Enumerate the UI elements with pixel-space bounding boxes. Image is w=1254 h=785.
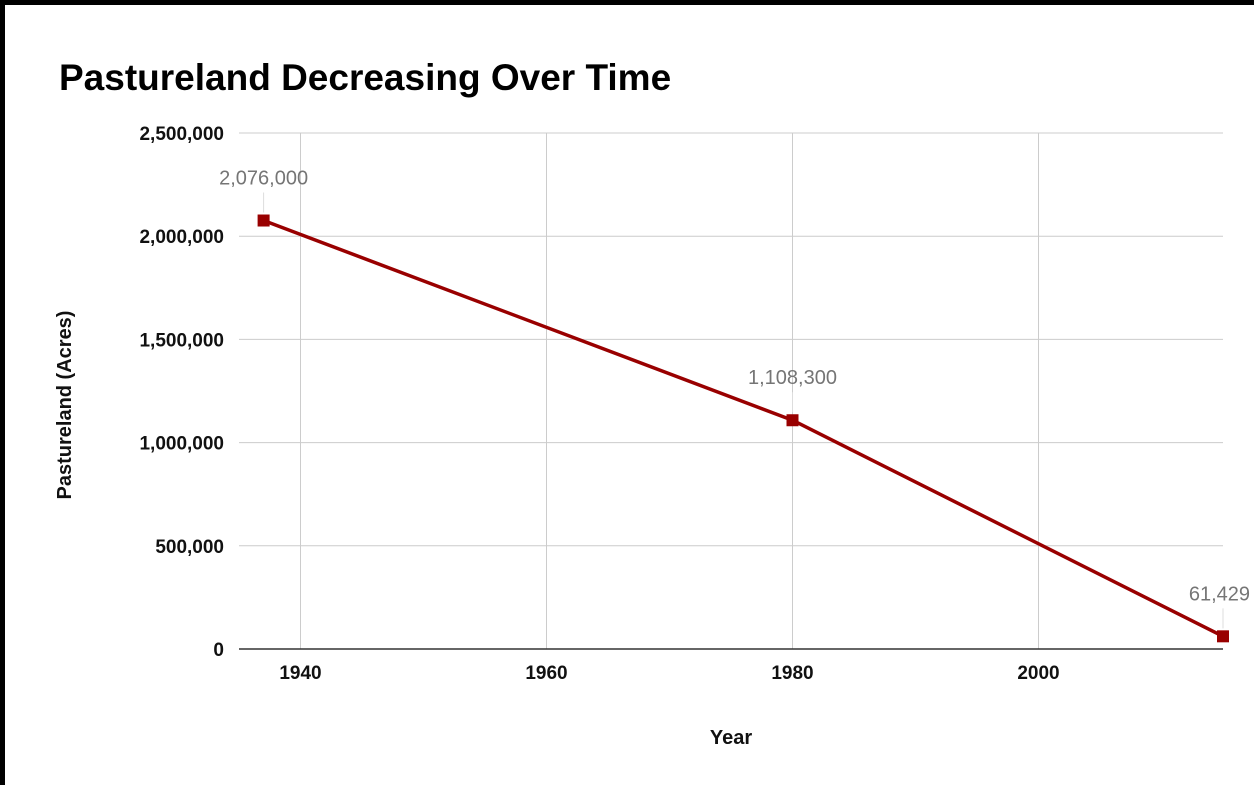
y-tick-label: 0 <box>213 640 224 661</box>
data-point-marker <box>1217 630 1229 643</box>
x-tick-label: 1960 <box>525 663 567 684</box>
data-label: 61,429 <box>1189 583 1250 605</box>
y-axis-title: Pastureland (Acres) <box>54 311 76 500</box>
data-series <box>257 214 1229 643</box>
y-axis-tick-labels: 0 500,000 1,000,000 1,500,000 2,000,000 2,500… <box>139 124 224 661</box>
y-tick-label: 2,500,000 <box>139 124 224 145</box>
x-axis-title: Year <box>710 727 752 749</box>
y-tick-label: 1,500,000 <box>139 330 224 351</box>
x-tick-label: 2000 <box>1017 663 1059 684</box>
y-tick-label: 2,000,000 <box>139 227 224 248</box>
data-labels: 2,076,000 1,108,300 61,429 <box>219 168 1250 629</box>
y-tick-label: 500,000 <box>155 537 224 558</box>
data-point-marker <box>786 414 799 427</box>
x-tick-label: 1940 <box>279 663 321 684</box>
y-tick-label: 1,000,000 <box>139 434 224 455</box>
data-label: 2,076,000 <box>219 168 308 190</box>
data-point-marker <box>257 214 270 227</box>
series-line <box>262 218 1224 638</box>
x-axis-tick-labels: 1940 1960 1980 2000 <box>279 663 1059 684</box>
x-tick-label: 1980 <box>771 663 813 684</box>
chart-title: Pastureland Decreasing Over Time <box>59 57 672 98</box>
data-label: 1,108,300 <box>748 367 837 389</box>
gridlines <box>239 132 1223 649</box>
